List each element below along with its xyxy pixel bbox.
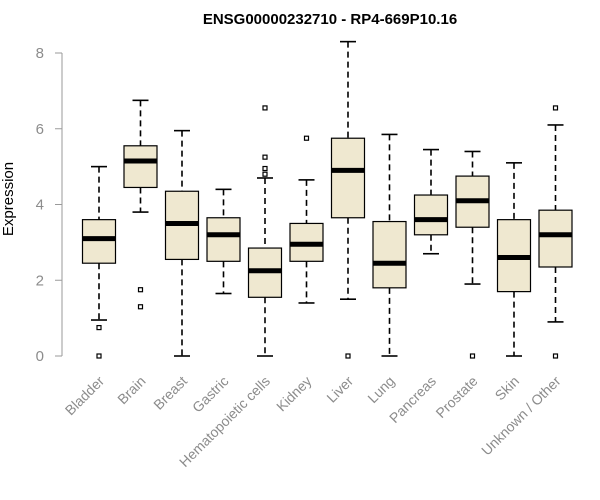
- x-tick-label: Bladder: [62, 373, 108, 419]
- y-tick-label: 0: [36, 348, 44, 365]
- x-tick-label: Skin: [492, 373, 523, 404]
- box-series: [81, 40, 573, 359]
- box-breast: [164, 129, 200, 357]
- outlier-point: [137, 287, 144, 293]
- outlier-point: [469, 353, 476, 359]
- box-lung: [372, 133, 407, 357]
- box-iqr: [123, 145, 158, 189]
- outlier-point: [262, 171, 268, 177]
- y-tick-label: 8: [36, 45, 44, 62]
- x-tick-label: Breast: [150, 373, 190, 413]
- box-bladder: [81, 165, 117, 359]
- y-axis-label: Expression: [0, 162, 17, 236]
- x-tick-label: Brain: [114, 373, 148, 407]
- box-unknown-other: [538, 105, 573, 359]
- box-brain: [123, 99, 158, 310]
- box-skin: [496, 162, 532, 357]
- y-axis: 0 2 4 6 8: [36, 45, 63, 365]
- box-iqr: [372, 220, 407, 289]
- box-pancreas: [413, 148, 449, 255]
- outlier-point: [96, 324, 102, 331]
- box-iqr: [413, 194, 449, 236]
- outlier-point: [262, 165, 268, 172]
- box-prostate: [455, 150, 490, 359]
- chart-title: ENSG00000232710 - RP4-669P10.16: [203, 11, 457, 28]
- box-kidney: [289, 135, 324, 304]
- outlier-point: [552, 353, 559, 359]
- y-tick-label: 2: [36, 272, 44, 289]
- x-tick-label: Kidney: [273, 373, 315, 415]
- y-tick-label: 6: [36, 121, 44, 138]
- x-tick-label: Liver: [323, 373, 356, 406]
- outlier-point: [345, 353, 351, 359]
- outlier-point: [262, 154, 268, 160]
- box-liver: [330, 40, 366, 359]
- box-gastric: [206, 188, 241, 295]
- box-iqr: [330, 137, 366, 219]
- outlier-point: [137, 304, 144, 310]
- x-tick-label: Lung: [364, 373, 397, 406]
- outlier-point: [262, 105, 268, 111]
- outlier-point: [96, 353, 102, 359]
- box-hematopoietic-cells: [247, 105, 283, 357]
- outlier-point: [552, 105, 559, 111]
- x-tick-label: Prostate: [432, 373, 480, 421]
- x-tick-label: Unknown / Other: [478, 373, 564, 459]
- box-iqr: [81, 219, 117, 264]
- y-tick-label: 4: [36, 197, 44, 214]
- outlier-point: [303, 135, 310, 141]
- box-iqr: [206, 217, 241, 262]
- box-iqr: [538, 209, 573, 268]
